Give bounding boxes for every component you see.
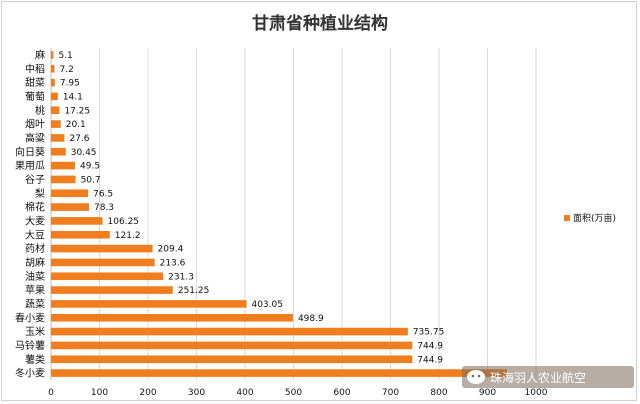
- x-tick-label: 900: [479, 388, 496, 398]
- data-label: 20.1: [66, 120, 86, 130]
- bar: [51, 189, 89, 198]
- category-label: 桃: [35, 104, 45, 117]
- bar: [51, 272, 164, 281]
- bar: [51, 230, 110, 239]
- data-label: 106.25: [108, 217, 140, 227]
- data-label: 5.1: [58, 51, 72, 61]
- category-label: 胡麻: [25, 256, 45, 269]
- data-label: 744.9: [417, 355, 443, 365]
- x-tick-label: 500: [285, 388, 302, 398]
- bar: [51, 147, 66, 156]
- x-tick-label: 700: [382, 388, 399, 398]
- category-label: 甜菜: [25, 76, 45, 89]
- legend-swatch: [564, 215, 570, 221]
- data-label: 50.7: [81, 175, 101, 185]
- chart-title: 甘肃省种植业结构: [252, 13, 388, 34]
- category-label: 向日葵: [15, 145, 45, 158]
- watermark: 珠海羽人农业航空: [462, 366, 634, 388]
- category-label: 大麦: [25, 214, 45, 227]
- x-tick-label: 300: [188, 388, 205, 398]
- legend-label: 面积(万亩): [573, 212, 616, 224]
- x-tick-label: 100: [91, 388, 108, 398]
- x-tick-label: 400: [236, 388, 253, 398]
- bar: [51, 175, 76, 184]
- category-label: 春小麦: [15, 312, 45, 324]
- category-label: 中稻: [25, 62, 45, 75]
- wechat-bubble-icon: [467, 370, 485, 384]
- category-label: 马铃薯: [15, 339, 45, 352]
- bar: [51, 92, 58, 101]
- x-tick-label: 0: [48, 388, 54, 398]
- category-label: 烟叶: [25, 118, 45, 131]
- category-label: 药材: [25, 242, 45, 255]
- data-label: 7.2: [59, 65, 73, 75]
- category-label: 麻: [35, 48, 45, 61]
- bar: [51, 134, 65, 142]
- data-label: 403.05: [251, 300, 283, 310]
- bar: [51, 341, 413, 350]
- x-axis-ticks: 0 100 200 300 400 500 600 700 800 900 1000: [48, 388, 548, 398]
- category-label: 大豆: [25, 228, 45, 241]
- category-labels: 麻中稻甜菜葡萄桃烟叶高粱向日葵果用瓜谷子梨棉花大麦大豆药材胡麻油菜苹果蔬菜春小麦…: [15, 48, 45, 379]
- bar: [51, 106, 60, 115]
- data-label: 78.3: [94, 203, 114, 213]
- data-label: 7.95: [60, 79, 80, 89]
- category-label: 葡萄: [25, 90, 45, 103]
- data-label: 27.6: [69, 134, 89, 144]
- bar: [51, 244, 153, 253]
- category-label: 果用瓜: [15, 160, 45, 172]
- data-label: 213.6: [160, 258, 186, 268]
- bar: [51, 203, 89, 211]
- x-tick-label: 800: [430, 388, 447, 398]
- bar: [51, 120, 61, 128]
- category-label: 冬小麦: [15, 367, 45, 380]
- legend: 面积(万亩): [564, 212, 616, 224]
- data-label: 49.5: [80, 162, 100, 172]
- data-label: 251.25: [178, 286, 210, 296]
- bar: [51, 300, 247, 308]
- data-label: 76.5: [93, 189, 113, 199]
- category-label: 玉米: [25, 325, 45, 338]
- data-label: 14.1: [63, 92, 83, 102]
- data-label: 744.9: [417, 341, 443, 351]
- bar: [51, 64, 55, 73]
- x-tick-label: 1000: [525, 388, 548, 398]
- category-label: 薯类: [25, 353, 45, 366]
- watermark-text: 珠海羽人农业航空: [490, 370, 586, 385]
- bar: [51, 369, 507, 377]
- data-label: 735.75: [413, 328, 445, 338]
- data-label: 209.4: [158, 245, 184, 255]
- bar: [51, 286, 173, 294]
- category-label: 棉花: [25, 201, 45, 214]
- bar: [51, 313, 293, 322]
- category-label: 高粱: [25, 131, 45, 144]
- x-tick-label: 200: [139, 388, 156, 398]
- category-label: 梨: [35, 187, 45, 200]
- data-label: 30.45: [71, 148, 97, 158]
- bar: [51, 327, 408, 336]
- watermark-backdrop: [462, 366, 634, 388]
- bar: [51, 355, 413, 364]
- category-label: 油菜: [25, 270, 45, 283]
- data-label: 498.9: [298, 314, 324, 324]
- bar: [51, 217, 103, 225]
- data-labels: 5.1 7.2 7.95 14.1 17.25 20.1 27.6 30.45 49.5 50.7…: [58, 51, 444, 365]
- category-label: 苹果: [25, 284, 45, 297]
- data-label: 17.25: [64, 106, 90, 116]
- data-label: 231.3: [168, 272, 194, 282]
- gridlines: [50, 48, 537, 380]
- category-label: 谷子: [25, 174, 45, 186]
- x-tick-label: 600: [333, 388, 350, 398]
- bar: [51, 51, 54, 59]
- category-label: 蔬菜: [25, 298, 45, 310]
- bar-series: [51, 51, 507, 377]
- bar: [51, 258, 155, 267]
- bar: [51, 161, 76, 170]
- bar: [51, 78, 55, 87]
- data-label: 121.2: [115, 231, 141, 241]
